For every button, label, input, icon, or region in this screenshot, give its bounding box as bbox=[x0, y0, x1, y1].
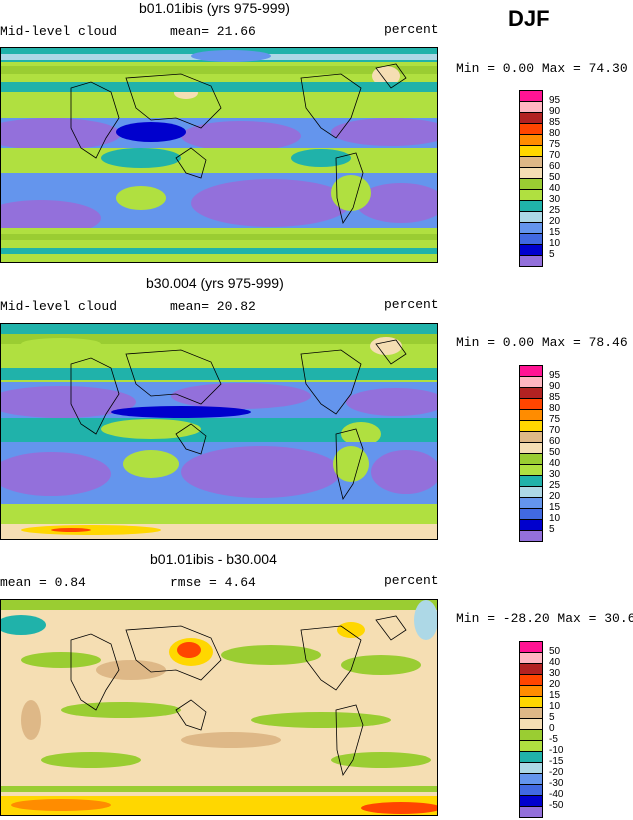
p3-level-label: -30 bbox=[549, 778, 564, 789]
p2-level-label: 30 bbox=[549, 469, 561, 480]
p3-level-label: 30 bbox=[549, 668, 561, 679]
p3-level-label: -40 bbox=[549, 789, 564, 800]
panel-2-map bbox=[0, 323, 446, 540]
p1-level-label: 50 bbox=[549, 172, 561, 183]
p3-level-label: -15 bbox=[549, 756, 564, 767]
p2-level-label: 20 bbox=[549, 491, 561, 502]
p3-level-label: -20 bbox=[549, 767, 564, 778]
panel-1-units: percent bbox=[384, 22, 439, 37]
p3-level-label: 20 bbox=[549, 679, 561, 690]
p2-level-label: 90 bbox=[549, 381, 561, 392]
p3-level-label: -5 bbox=[549, 734, 558, 745]
p2-level-label: 60 bbox=[549, 436, 561, 447]
panel-1-contour-field bbox=[0, 48, 451, 262]
p1-level-label: 85 bbox=[549, 117, 561, 128]
p3-level-label: -10 bbox=[549, 745, 564, 756]
p2-level-label: 50 bbox=[549, 447, 561, 458]
panel-1-mean: mean= 21.66 bbox=[170, 24, 256, 39]
panel-2-title: b30.004 (yrs 975-999) bbox=[146, 275, 284, 291]
p1-level-label: 80 bbox=[549, 128, 561, 139]
p3-level-label: 15 bbox=[549, 690, 561, 701]
p1-level-label: 75 bbox=[549, 139, 561, 150]
p3-level-label: 0 bbox=[549, 723, 555, 734]
panel-2-units: percent bbox=[384, 297, 439, 312]
p1-level-label: 5 bbox=[549, 249, 555, 260]
panel-3-units: percent bbox=[384, 573, 439, 588]
panel-3-contour-field bbox=[0, 600, 441, 815]
panel-1-minmax: Min = 0.00 Max = 74.30 bbox=[456, 61, 628, 76]
p1-level-label: 25 bbox=[549, 205, 561, 216]
panel-1-map bbox=[0, 47, 451, 263]
p3-level-label: -50 bbox=[549, 800, 564, 811]
p1-level-label: 95 bbox=[549, 95, 561, 106]
p2-level-label: 95 bbox=[549, 370, 561, 381]
p2-level-label: 25 bbox=[549, 480, 561, 491]
p1-level-label: 15 bbox=[549, 227, 561, 238]
p2-level-label: 5 bbox=[549, 524, 555, 535]
p3-level-label: 40 bbox=[549, 657, 561, 668]
p1-level-label: 90 bbox=[549, 106, 561, 117]
p1-level-label: 10 bbox=[549, 238, 561, 249]
panel-3-mean: mean = 0.84 bbox=[0, 575, 86, 590]
panel-2-minmax: Min = 0.00 Max = 78.46 bbox=[456, 335, 628, 350]
p2-level-label: 85 bbox=[549, 392, 561, 403]
panel-1-title: b01.01ibis (yrs 975-999) bbox=[139, 0, 290, 16]
p1-color-swatch bbox=[519, 255, 543, 267]
p2-level-label: 10 bbox=[549, 513, 561, 524]
p1-level-label: 60 bbox=[549, 161, 561, 172]
season-label: DJF bbox=[508, 6, 550, 31]
panel-2-mean: mean= 20.82 bbox=[170, 299, 256, 314]
panel-3-rmse: rmse = 4.64 bbox=[170, 575, 256, 590]
panel-3-map bbox=[0, 599, 441, 816]
p2-level-label: 15 bbox=[549, 502, 561, 513]
p2-level-label: 70 bbox=[549, 425, 561, 436]
panel-3-minmax: Min = -28.20 Max = 30.69 bbox=[456, 611, 633, 626]
p3-level-label: 10 bbox=[549, 701, 561, 712]
panel-1-variable-label: Mid-level cloud bbox=[0, 24, 118, 39]
p1-level-label: 20 bbox=[549, 216, 561, 227]
p1-level-label: 30 bbox=[549, 194, 561, 205]
p3-level-label: 50 bbox=[549, 646, 561, 657]
p1-level-label: 70 bbox=[549, 150, 561, 161]
panel-2-variable-label: Mid-level cloud bbox=[0, 299, 118, 314]
p2-level-label: 75 bbox=[549, 414, 561, 425]
p2-level-label: 80 bbox=[549, 403, 561, 414]
panel-2-contour-field bbox=[0, 324, 446, 539]
p3-color-swatch bbox=[519, 806, 543, 818]
panel-3-title: b01.01ibis - b30.004 bbox=[150, 551, 277, 567]
p3-level-label: 5 bbox=[549, 712, 555, 723]
p1-level-label: 40 bbox=[549, 183, 561, 194]
p2-level-label: 40 bbox=[549, 458, 561, 469]
p2-color-swatch bbox=[519, 530, 543, 542]
